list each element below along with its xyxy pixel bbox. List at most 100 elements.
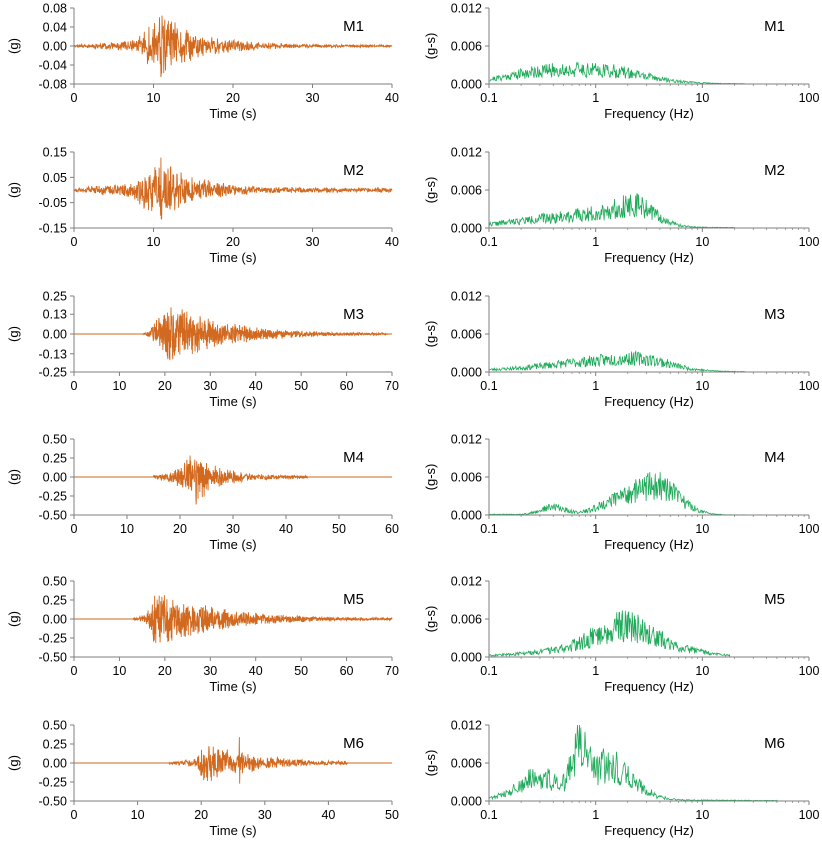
chart-fs-M4: 0.1 1 10 100 0.000 0.006 0.012 Frequency (Hz) (g… xyxy=(423,433,819,553)
y-tick-label: 0.000 xyxy=(451,651,482,665)
y-tick-label: -0.04 xyxy=(39,59,68,73)
y-axis-title: (g) xyxy=(6,38,21,54)
x-axis-title: Time (s) xyxy=(209,250,256,265)
panel-label: M2 xyxy=(764,162,785,179)
x-tick-label: 40 xyxy=(249,379,263,393)
chart-fs-M5: 0.1 1 10 100 0.000 0.006 0.012 Frequency (Hz) (g… xyxy=(423,575,819,695)
y-tick-label: 0.15 xyxy=(43,146,67,160)
x-tick-label: 1 xyxy=(592,808,599,822)
x-tick-label: 10 xyxy=(695,235,709,249)
x-tick-label: 10 xyxy=(112,664,126,678)
x-tick-label: 40 xyxy=(321,808,335,822)
x-tick-label: 20 xyxy=(158,379,172,393)
y-tick-label: 0.25 xyxy=(43,738,67,752)
chart-th-M5: 0 10 20 30 40 50 60 70 -0.50 -0.25 0.00 0.25 0.50 Tim… xyxy=(6,575,399,695)
x-tick-label: 50 xyxy=(294,379,308,393)
y-tick-label: -0.08 xyxy=(39,78,68,92)
y-tick-label: 0.05 xyxy=(43,171,67,185)
y-tick-label: 0.000 xyxy=(451,222,482,236)
x-tick-label: 60 xyxy=(385,522,399,536)
y-tick-label: 0.012 xyxy=(451,719,482,733)
x-axis-title: Time (s) xyxy=(209,823,256,838)
x-tick-label: 1 xyxy=(592,235,599,249)
y-axis-title: (g) xyxy=(6,755,21,771)
y-tick-label: 0.000 xyxy=(451,795,482,809)
x-tick-label: 100 xyxy=(799,808,820,822)
x-tick-label: 30 xyxy=(258,808,272,822)
x-tick-label: 70 xyxy=(385,664,399,678)
series-line-fs-M6 xyxy=(488,724,778,802)
x-tick-label: 70 xyxy=(385,379,399,393)
y-tick-label: 0.00 xyxy=(43,757,67,771)
series-line-th-M5 xyxy=(74,595,393,643)
x-tick-label: 0.1 xyxy=(480,522,497,536)
y-tick-label: 0.006 xyxy=(451,40,482,54)
x-tick-label: 60 xyxy=(340,379,354,393)
x-tick-label: 50 xyxy=(332,522,346,536)
x-tick-label: 10 xyxy=(131,808,145,822)
y-tick-label: -0.25 xyxy=(39,366,68,380)
y-axis-title: (g-s) xyxy=(423,464,438,491)
y-tick-label: 0.006 xyxy=(451,471,482,485)
y-tick-label: 0.006 xyxy=(451,757,482,771)
y-tick-label: 0.000 xyxy=(451,78,482,92)
y-axis-title: (g-s) xyxy=(423,606,438,633)
x-tick-label: 10 xyxy=(147,235,161,249)
x-tick-label: 0.1 xyxy=(480,808,497,822)
x-axis-title: Frequency (Hz) xyxy=(604,394,694,409)
y-tick-label: 0.006 xyxy=(451,328,482,342)
x-tick-label: 20 xyxy=(173,522,187,536)
y-tick-label: 0.13 xyxy=(43,308,67,322)
x-tick-label: 100 xyxy=(799,664,820,678)
y-tick-label: 0.25 xyxy=(43,452,67,466)
x-axis-title: Frequency (Hz) xyxy=(604,106,694,121)
x-tick-label: 1 xyxy=(592,91,599,105)
x-tick-label: 100 xyxy=(799,522,820,536)
y-axis-title: (g-s) xyxy=(423,33,438,60)
y-tick-label: -0.25 xyxy=(39,490,68,504)
x-tick-label: 20 xyxy=(226,235,240,249)
x-tick-label: 0 xyxy=(71,522,78,536)
x-tick-label: 30 xyxy=(306,91,320,105)
y-axis-title: (g) xyxy=(6,469,21,485)
y-axis-title: (g-s) xyxy=(423,321,438,348)
x-tick-label: 0 xyxy=(71,379,78,393)
x-tick-label: 50 xyxy=(294,664,308,678)
x-tick-label: 0 xyxy=(71,235,78,249)
series-line-th-M6 xyxy=(74,737,392,784)
y-tick-label: -0.15 xyxy=(39,222,68,236)
x-tick-label: 10 xyxy=(695,91,709,105)
x-axis-title: Frequency (Hz) xyxy=(604,250,694,265)
x-tick-label: 20 xyxy=(226,91,240,105)
x-tick-label: 20 xyxy=(194,808,208,822)
x-tick-label: 0.1 xyxy=(480,664,497,678)
y-tick-label: 0.50 xyxy=(43,719,67,733)
series-line-th-M4 xyxy=(74,455,392,505)
series-line-th-M3 xyxy=(74,307,392,361)
panel-label: M6 xyxy=(343,735,364,752)
x-axis-title: Time (s) xyxy=(209,537,256,552)
y-tick-label: 0.00 xyxy=(43,328,67,342)
x-axis-title: Time (s) xyxy=(209,106,256,121)
x-axis-title: Time (s) xyxy=(209,394,256,409)
panel-label: M4 xyxy=(343,449,364,466)
y-tick-label: 0.012 xyxy=(451,433,482,447)
chart-th-M6: 0 10 20 30 40 50 -0.50 -0.25 0.00 0.25 0.50 Time (s… xyxy=(6,719,399,839)
x-tick-label: 60 xyxy=(340,664,354,678)
y-tick-label: 0.012 xyxy=(451,146,482,160)
x-tick-label: 40 xyxy=(249,664,263,678)
x-tick-label: 0 xyxy=(71,808,78,822)
y-tick-label: 0.50 xyxy=(43,575,67,589)
y-tick-label: -0.25 xyxy=(39,632,68,646)
x-tick-label: 1 xyxy=(592,664,599,678)
y-tick-label: 0.012 xyxy=(451,2,482,16)
series-line-fs-M1 xyxy=(488,61,746,85)
x-tick-label: 0 xyxy=(71,664,78,678)
x-tick-label: 40 xyxy=(385,235,399,249)
x-tick-label: 100 xyxy=(799,91,820,105)
x-tick-label: 10 xyxy=(112,379,126,393)
y-tick-label: 0.08 xyxy=(43,2,67,16)
panel-label: M1 xyxy=(343,18,364,35)
y-tick-label: -0.05 xyxy=(39,196,68,210)
